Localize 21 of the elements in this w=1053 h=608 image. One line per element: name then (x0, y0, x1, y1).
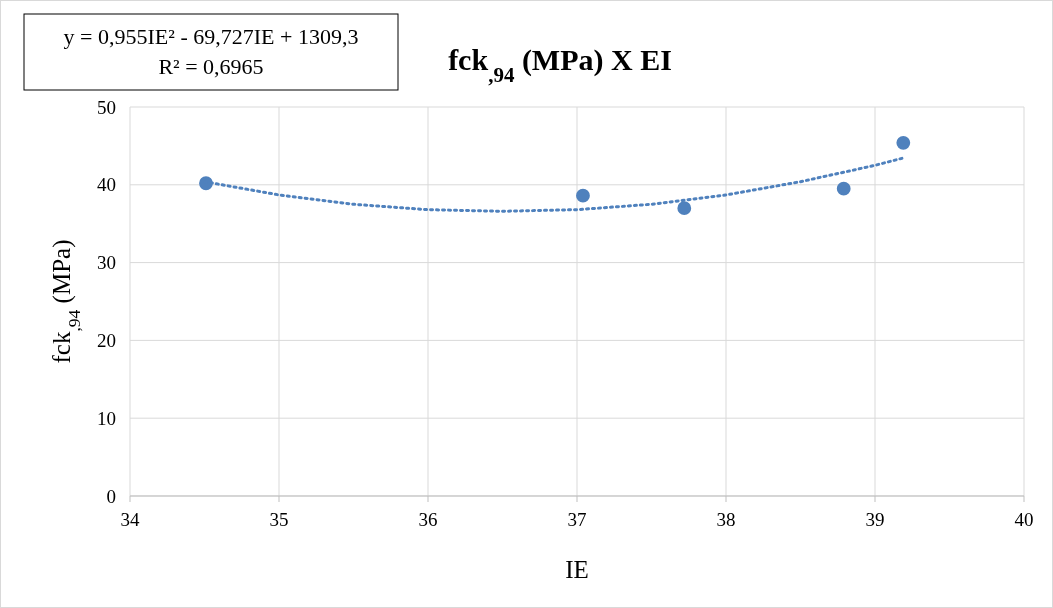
y-tick-label: 10 (97, 407, 116, 429)
x-tick-label: 35 (269, 509, 289, 530)
y-tick-label: 30 (97, 252, 116, 274)
y-tick-label: 50 (97, 96, 116, 118)
x-tick-label: 40 (1014, 509, 1034, 530)
point (576, 188, 590, 203)
chart-title: fck$_{,94}$ (MPa) X EI (448, 43, 672, 87)
x-tick-label: 38 (716, 509, 736, 530)
x-tick-label: 39 (865, 509, 885, 530)
y-tick-label: 20 (97, 330, 116, 352)
x-axis-title: IE (565, 556, 589, 583)
point (896, 135, 911, 150)
text: y = 0,955IE² - 69,727IE + 1309,3 (63, 24, 359, 49)
x-tick-label: 36 (418, 509, 438, 530)
text: R² = 0,6965 (158, 54, 264, 79)
x-tick-label: 34 (120, 509, 140, 530)
x-tick-label: 37 (567, 509, 587, 530)
y-tick-label: 0 (106, 485, 116, 507)
point (836, 181, 851, 196)
y-tick-label: 40 (97, 174, 116, 196)
point (677, 201, 692, 216)
